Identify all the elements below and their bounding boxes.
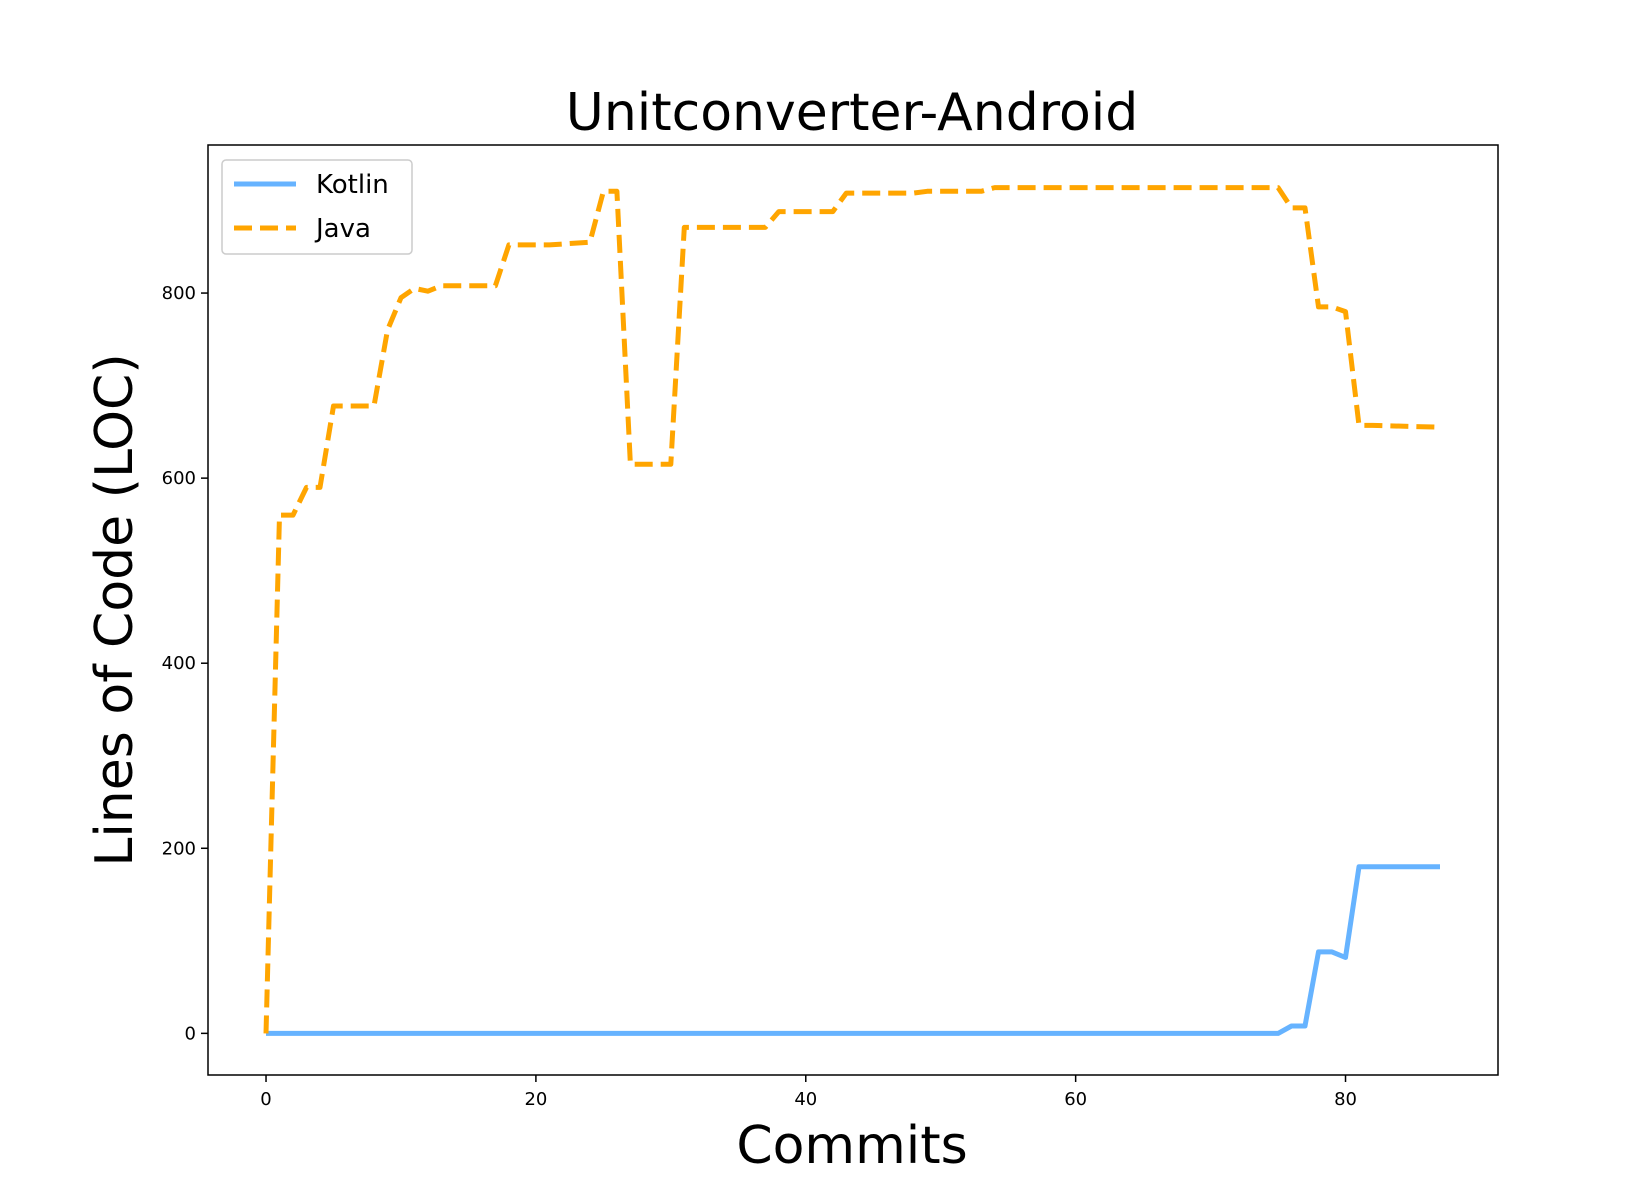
chart-title: Unitconverter-Android bbox=[566, 83, 1138, 143]
x-axis-label: Commits bbox=[736, 1116, 967, 1176]
series-line-java bbox=[263, 185, 1441, 1034]
y-tick-label: 600 bbox=[162, 468, 196, 489]
y-tick-label: 400 bbox=[162, 653, 196, 674]
legend: Kotlin Java bbox=[221, 159, 413, 255]
y-axis-label: Lines of Code (LOC) bbox=[85, 353, 145, 866]
y-tick-label: 200 bbox=[162, 838, 196, 859]
y-tick-label: 800 bbox=[162, 283, 196, 304]
x-tick-label: 40 bbox=[794, 1089, 817, 1110]
series-layer bbox=[263, 185, 1441, 1036]
plot-area-frame bbox=[207, 144, 1499, 1076]
legend-entries: Kotlin Java bbox=[234, 170, 389, 244]
y-axis-ticks: 0 200 400 600 800 bbox=[162, 283, 208, 1044]
x-tick-label: 0 bbox=[260, 1089, 271, 1110]
x-axis-ticks: 0 20 40 60 80 bbox=[260, 1075, 1357, 1110]
legend-label-java: Java bbox=[314, 214, 371, 244]
y-tick-label: 0 bbox=[185, 1023, 196, 1044]
x-tick-label: 60 bbox=[1064, 1089, 1087, 1110]
legend-label-kotlin: Kotlin bbox=[316, 170, 389, 200]
x-tick-label: 80 bbox=[1334, 1089, 1357, 1110]
x-tick-label: 20 bbox=[524, 1089, 547, 1110]
series-line-kotlin bbox=[266, 864, 1440, 1036]
